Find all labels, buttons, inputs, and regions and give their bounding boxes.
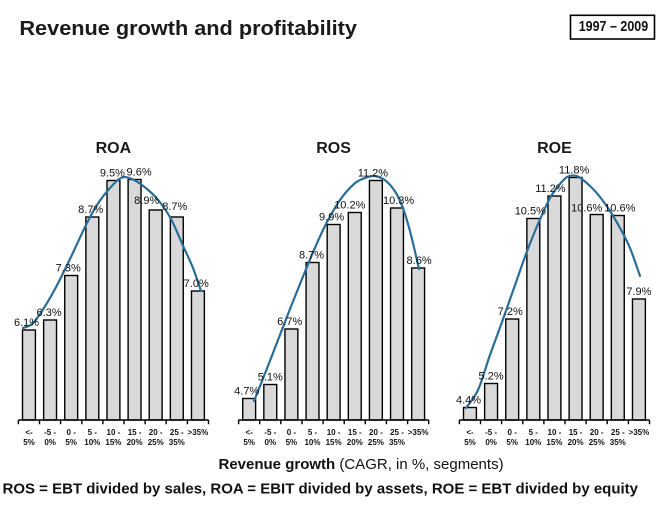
svg-text:7.9%: 7.9%: [626, 286, 651, 298]
svg-text:8.7%: 8.7%: [78, 204, 103, 216]
svg-text:-5 -: -5 -: [264, 428, 276, 437]
svg-text:11.8%: 11.8%: [559, 165, 590, 177]
svg-text:20%: 20%: [347, 438, 363, 447]
svg-text:7.3%: 7.3%: [56, 263, 81, 275]
svg-text:0%: 0%: [485, 438, 497, 447]
svg-text:10.6%: 10.6%: [604, 203, 635, 215]
svg-text:8.6%: 8.6%: [407, 255, 432, 267]
svg-text:10 -: 10 -: [548, 428, 562, 437]
svg-text:25 -: 25 -: [611, 428, 625, 437]
svg-text:4.4%: 4.4%: [456, 395, 481, 407]
svg-text:0 -: 0 -: [287, 428, 297, 437]
svg-text:5%: 5%: [506, 438, 518, 447]
svg-text:15%: 15%: [326, 438, 342, 447]
svg-text:5%: 5%: [243, 438, 255, 447]
svg-text:Revenue growth (CAGR, in %, se: Revenue growth (CAGR, in %, segments): [219, 456, 504, 473]
svg-text:>35%: >35%: [188, 428, 209, 437]
svg-text:ROA: ROA: [96, 140, 132, 157]
svg-text:0 -: 0 -: [67, 428, 77, 437]
svg-text:15%: 15%: [105, 438, 121, 447]
svg-text:7.2%: 7.2%: [498, 306, 523, 318]
svg-text:5%: 5%: [65, 438, 77, 447]
svg-text:5.1%: 5.1%: [258, 372, 283, 384]
svg-text:5%: 5%: [23, 438, 35, 447]
svg-text:-5 -: -5 -: [44, 428, 56, 437]
svg-text:ROS = EBT divided by sales, RO: ROS = EBT divided by sales, ROA = EBIT d…: [3, 481, 639, 498]
svg-text:ROE: ROE: [537, 140, 572, 157]
svg-text:10 -: 10 -: [107, 428, 121, 437]
svg-text:10%: 10%: [525, 438, 541, 447]
svg-text:<-: <-: [246, 428, 254, 437]
svg-text:-5 -: -5 -: [485, 428, 497, 437]
svg-text:20 -: 20 -: [369, 428, 383, 437]
svg-text:<-: <-: [466, 428, 474, 437]
svg-text:15 -: 15 -: [348, 428, 362, 437]
svg-text:6.3%: 6.3%: [37, 307, 62, 319]
svg-text:20%: 20%: [127, 438, 143, 447]
svg-text:15 -: 15 -: [128, 428, 142, 437]
svg-text:10%: 10%: [84, 438, 100, 447]
svg-text:8.7%: 8.7%: [162, 201, 187, 213]
svg-text:11.2%: 11.2%: [535, 183, 566, 195]
svg-text:11.2%: 11.2%: [358, 168, 389, 180]
svg-text:9.5%: 9.5%: [100, 168, 125, 180]
svg-text:0%: 0%: [44, 438, 56, 447]
svg-text:<-: <-: [25, 428, 33, 437]
svg-text:5%: 5%: [286, 438, 298, 447]
svg-text:>35%: >35%: [629, 428, 650, 437]
svg-text:10.5%: 10.5%: [515, 206, 546, 218]
svg-text:4.7%: 4.7%: [234, 386, 259, 398]
svg-text:8.9%: 8.9%: [134, 195, 159, 207]
svg-text:0%: 0%: [265, 438, 277, 447]
svg-text:20 -: 20 -: [149, 428, 163, 437]
svg-text:25 -: 25 -: [390, 428, 404, 437]
svg-text:25%: 25%: [368, 438, 384, 447]
svg-text:10 -: 10 -: [327, 428, 341, 437]
svg-text:8.7%: 8.7%: [299, 250, 324, 262]
svg-text:5 -: 5 -: [529, 428, 539, 437]
svg-text:10%: 10%: [304, 438, 320, 447]
svg-text:10.6%: 10.6%: [571, 203, 602, 215]
svg-text:>35%: >35%: [408, 428, 429, 437]
svg-text:6.7%: 6.7%: [277, 316, 302, 328]
svg-text:35%: 35%: [610, 438, 626, 447]
svg-text:6.1%: 6.1%: [14, 317, 39, 329]
svg-text:5 -: 5 -: [88, 428, 98, 437]
svg-text:7.0%: 7.0%: [184, 278, 209, 290]
svg-text:10.3%: 10.3%: [383, 195, 414, 207]
svg-text:10.2%: 10.2%: [334, 200, 365, 212]
svg-text:Revenue growth and profitabili: Revenue growth and profitability: [19, 18, 358, 40]
svg-text:1997 – 2009: 1997 – 2009: [579, 19, 649, 35]
svg-text:5.2%: 5.2%: [479, 371, 504, 383]
svg-text:25%: 25%: [148, 438, 164, 447]
svg-text:20%: 20%: [568, 438, 584, 447]
svg-text:35%: 35%: [389, 438, 405, 447]
svg-text:15%: 15%: [546, 438, 562, 447]
svg-text:0 -: 0 -: [508, 428, 518, 437]
svg-text:ROS: ROS: [316, 140, 351, 157]
svg-text:25 -: 25 -: [170, 428, 184, 437]
svg-text:9.6%: 9.6%: [127, 167, 152, 179]
svg-text:9.9%: 9.9%: [319, 212, 344, 224]
svg-text:25%: 25%: [589, 438, 605, 447]
svg-text:35%: 35%: [169, 438, 185, 447]
svg-text:20 -: 20 -: [590, 428, 604, 437]
svg-text:5 -: 5 -: [308, 428, 318, 437]
svg-text:15 -: 15 -: [569, 428, 583, 437]
svg-text:5%: 5%: [464, 438, 476, 447]
